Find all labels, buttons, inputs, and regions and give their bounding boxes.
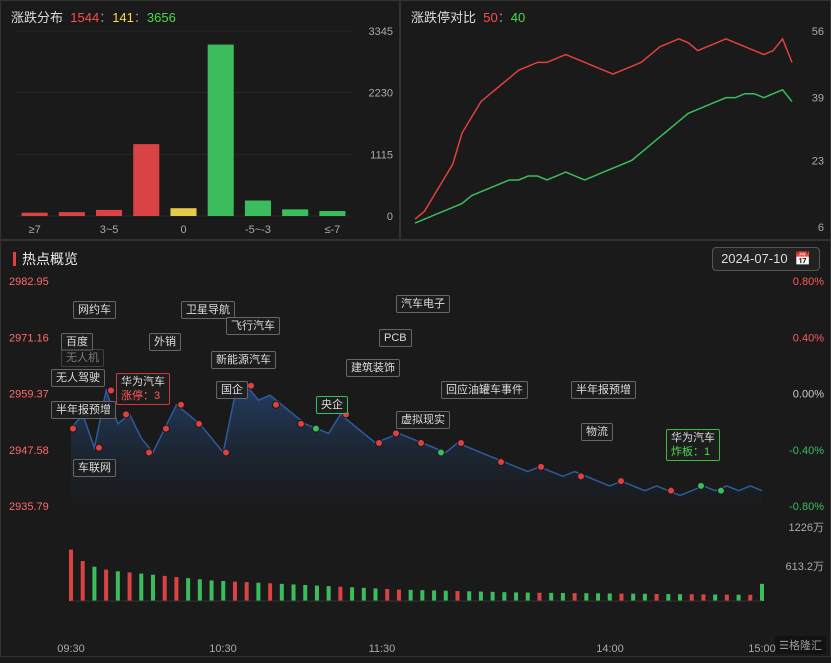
svg-text:39: 39 <box>812 93 824 105</box>
event-tag[interactable]: PCB <box>379 329 412 347</box>
svg-text:-0.80%: -0.80% <box>789 501 824 513</box>
event-tag[interactable]: 汽车电子 <box>396 295 450 313</box>
event-tag-special[interactable]: 华为汽车涨停：3 <box>116 373 170 405</box>
date-picker-label: 2024-07-10 <box>721 251 788 266</box>
svg-text:≥7: ≥7 <box>29 224 41 236</box>
event-tag[interactable]: 半年报预增 <box>571 381 636 399</box>
limit-title-text: 涨跌停对比 <box>411 10 476 25</box>
distribution-green-count: 3656 <box>147 10 176 25</box>
distribution-title: 涨跌分布 1544：141：3656 <box>11 7 176 26</box>
event-tag[interactable]: 外销 <box>149 333 181 351</box>
limit-green-count: 40 <box>511 10 525 25</box>
svg-text:0: 0 <box>180 224 186 236</box>
limit-chart: 6 23 39 56 <box>401 1 831 241</box>
watermark-icon: ☰ <box>779 640 789 652</box>
svg-text:0: 0 <box>387 211 393 223</box>
svg-text:-0.40%: -0.40% <box>789 445 824 457</box>
svg-text:09:30: 09:30 <box>57 643 85 655</box>
event-tag-special[interactable]: 华为汽车炸板：1 <box>666 429 720 461</box>
svg-text:10:30: 10:30 <box>209 643 237 655</box>
distribution-yellow-count: 141 <box>112 10 134 25</box>
svg-text:1115: 1115 <box>370 149 393 161</box>
distribution-panel: 涨跌分布 1544：141：3656 0 1115 2230 3345 ≥7 3~5 0 -5… <box>0 0 400 240</box>
svg-text:2947.58: 2947.58 <box>9 445 49 457</box>
distribution-red-count: 1544 <box>70 10 99 25</box>
event-tag[interactable]: 半年报预增 <box>51 401 116 419</box>
svg-text:23: 23 <box>812 155 824 167</box>
event-tag[interactable]: 无人机 <box>61 349 104 367</box>
event-tag[interactable]: 车联网 <box>73 459 116 477</box>
event-tag[interactable]: 央企 <box>316 396 348 414</box>
date-picker-button[interactable]: 2024-07-10 📅 <box>712 247 820 271</box>
svg-text:2935.79: 2935.79 <box>9 501 49 513</box>
svg-text:1226万: 1226万 <box>789 522 824 534</box>
event-tag[interactable]: 新能源汽车 <box>211 351 276 369</box>
svg-text:-5~-3: -5~-3 <box>245 224 271 236</box>
svg-text:2230: 2230 <box>369 88 393 100</box>
svg-text:56: 56 <box>812 26 824 38</box>
event-tag[interactable]: 无人驾驶 <box>51 369 105 387</box>
event-tag[interactable]: 回应油罐车事件 <box>441 381 528 399</box>
svg-text:≤-7: ≤-7 <box>324 224 340 236</box>
event-tag[interactable]: 建筑装饰 <box>346 359 400 377</box>
svg-text:11:30: 11:30 <box>369 643 396 655</box>
distribution-chart: 0 1115 2230 3345 ≥7 3~5 0 -5~-3 ≤-7 <box>1 1 401 241</box>
svg-text:6: 6 <box>818 222 824 234</box>
calendar-icon: 📅 <box>795 251 811 266</box>
svg-text:613.2万: 613.2万 <box>785 561 824 573</box>
svg-text:2959.37: 2959.37 <box>9 389 49 401</box>
limit-panel: 涨跌停对比 50：40 6 23 39 56 <box>400 0 831 240</box>
limit-title: 涨跌停对比 50：40 <box>411 7 525 26</box>
svg-text:0.40%: 0.40% <box>793 332 824 344</box>
svg-text:3345: 3345 <box>369 26 393 38</box>
svg-text:14:00: 14:00 <box>596 643 624 655</box>
event-tag[interactable]: 物流 <box>581 423 613 441</box>
svg-text:2982.95: 2982.95 <box>9 276 49 288</box>
distribution-title-text: 涨跌分布 <box>11 10 63 25</box>
svg-text:3~5: 3~5 <box>100 224 119 236</box>
event-tag[interactable]: 国企 <box>216 381 248 399</box>
svg-text:15:00: 15:00 <box>748 643 776 655</box>
limit-red-count: 50 <box>483 10 497 25</box>
event-tag[interactable]: 网约车 <box>73 301 116 319</box>
hot-panel: 热点概览 2024-07-10 📅 2982.95 2971.16 2959.37 2… <box>0 240 831 657</box>
svg-text:0.00%: 0.00% <box>793 389 824 401</box>
event-tag[interactable]: 飞行汽车 <box>226 317 280 335</box>
svg-text:0.80%: 0.80% <box>793 276 824 288</box>
event-tag[interactable]: 虚拟现实 <box>396 411 450 429</box>
svg-text:2971.16: 2971.16 <box>9 332 49 344</box>
hot-title: 热点概览 <box>13 249 78 269</box>
watermark: ☰格隆汇 <box>775 636 826 654</box>
